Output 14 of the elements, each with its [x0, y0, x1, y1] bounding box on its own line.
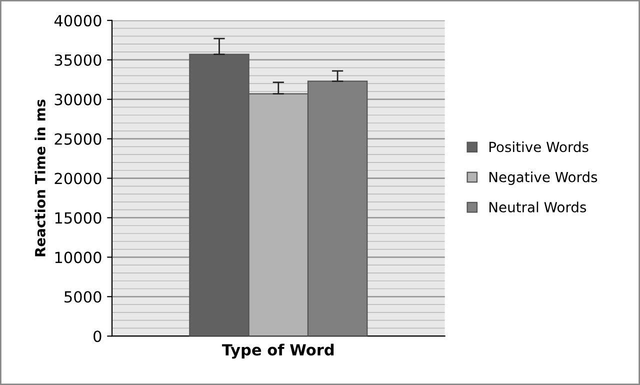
- legend-label: Neutral Words: [489, 202, 586, 212]
- legend-label: Negative Words: [489, 172, 598, 185]
- x-axis-title: Type of Word: [222, 344, 334, 359]
- y-tick-label: 25000: [54, 133, 102, 145]
- legend-label: Positive Words: [489, 141, 588, 152]
- y-tick-label: 5000: [64, 291, 102, 303]
- y-tick-label: 40000: [54, 14, 102, 26]
- y-tick-label: 0: [94, 330, 102, 342]
- y-tick-label: 20000: [54, 172, 102, 184]
- y-tick-label: 10000: [55, 252, 102, 264]
- y-tick-label: 15000: [55, 212, 102, 224]
- y-tick-label: 35000: [54, 54, 102, 66]
- y-tick-label: 30000: [54, 94, 102, 106]
- y-axis-title: Reaction Time in ms: [34, 100, 46, 256]
